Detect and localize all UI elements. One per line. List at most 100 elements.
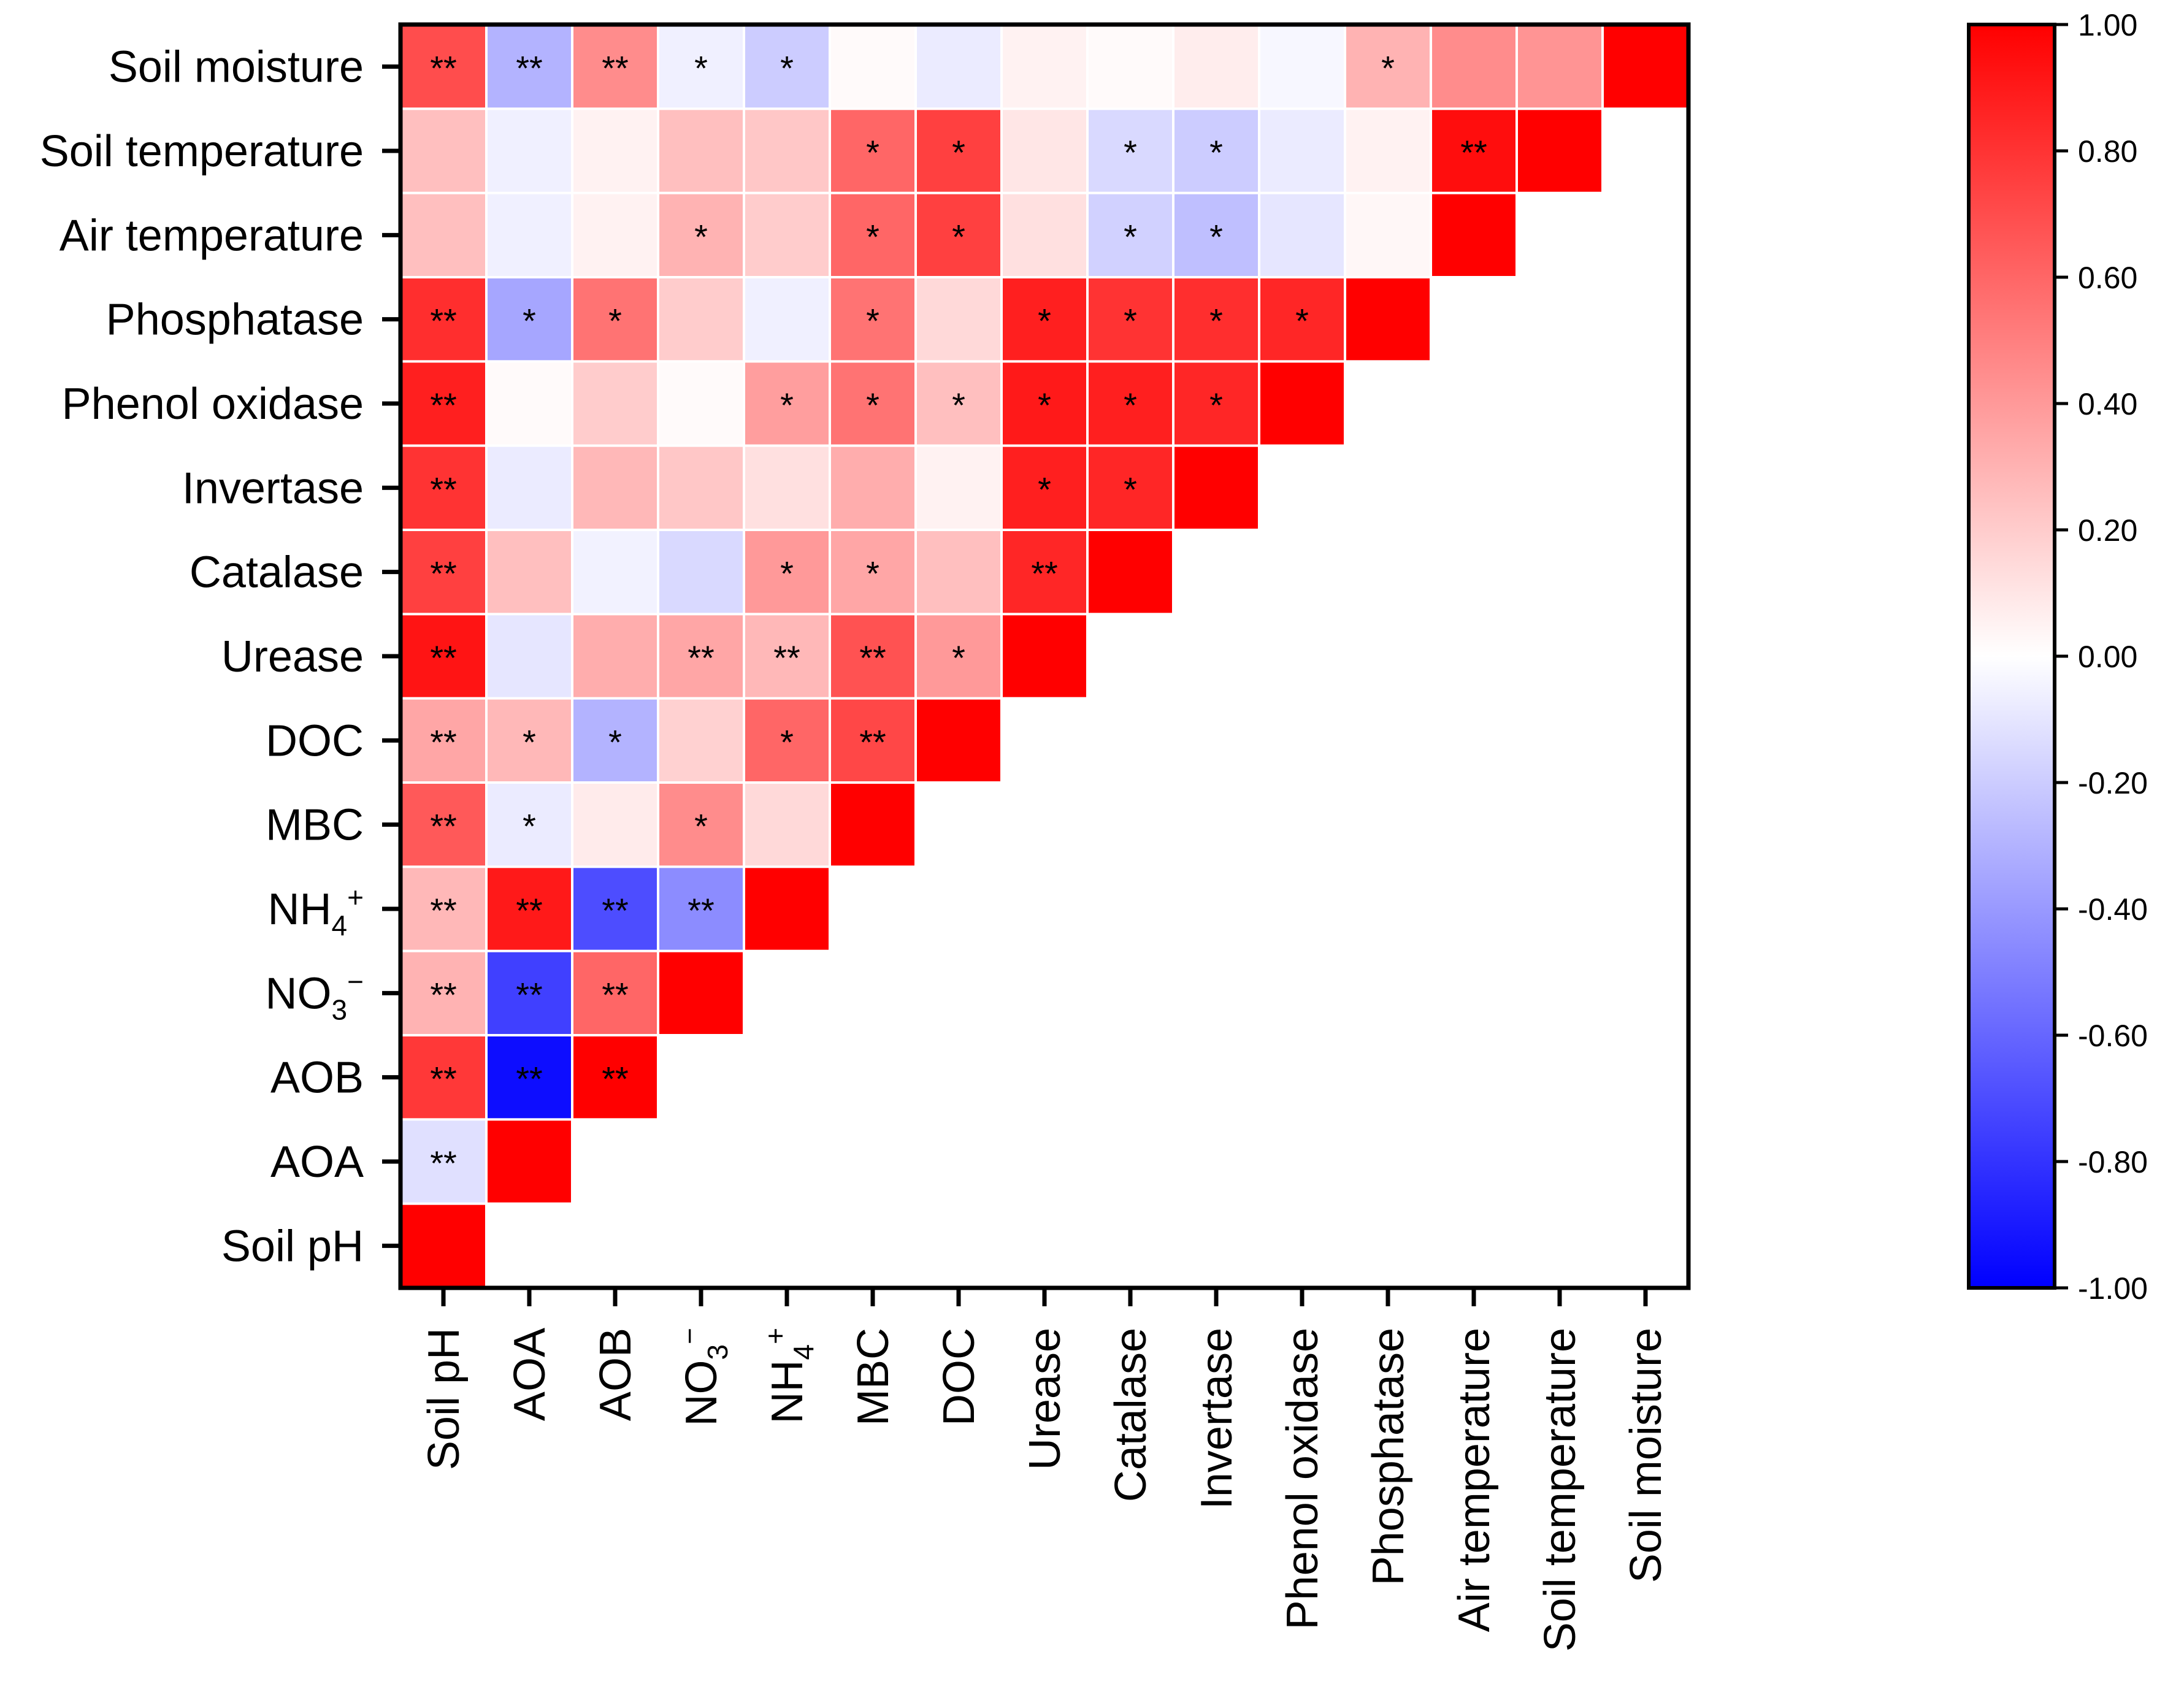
cell-14-6	[917, 26, 1000, 108]
cell-4-4	[745, 868, 829, 950]
cell-7-6	[917, 615, 1000, 697]
cell-5-2	[573, 784, 657, 866]
cell-3-0	[402, 952, 485, 1034]
colorbar-label-9: -0.80	[2078, 1145, 2148, 1179]
row-label-2: AOB	[270, 1054, 364, 1103]
cell-11-4	[745, 278, 829, 361]
col-label-3: NO3−	[673, 1328, 734, 1426]
cell-8-3	[659, 531, 743, 613]
cell-12-12	[1432, 194, 1515, 276]
cell-14-14	[1604, 26, 1687, 108]
cell-8-1	[488, 531, 571, 613]
sig-mark-7-4: **	[773, 638, 800, 677]
cell-13-10	[1260, 110, 1344, 192]
col-label-8: Catalase	[1106, 1328, 1155, 1502]
cell-13-0	[402, 110, 485, 192]
sig-mark-4-3: **	[688, 891, 715, 930]
col-label-12: Air temperature	[1450, 1328, 1499, 1632]
colorbar-label-6: -0.20	[2078, 766, 2148, 800]
sig-mark-11-7: *	[1038, 302, 1051, 340]
col-label-7: Urease	[1021, 1328, 1070, 1470]
cell-2-1	[488, 1036, 571, 1119]
cell-12-3	[659, 194, 743, 276]
cell-14-7	[1003, 26, 1086, 108]
cell-11-9	[1174, 278, 1258, 361]
sig-mark-10-9: *	[1209, 386, 1223, 424]
colorbar-label-4: 0.20	[2078, 513, 2137, 548]
cell-9-1	[488, 446, 571, 529]
cell-12-2	[573, 194, 657, 276]
sig-mark-10-5: *	[866, 386, 879, 424]
row-label-4: NH4+	[268, 881, 364, 941]
sig-mark-10-7: *	[1038, 386, 1051, 424]
cell-8-7	[1003, 531, 1086, 613]
cell-14-13	[1518, 26, 1601, 108]
cell-14-10	[1260, 26, 1344, 108]
sig-mark-13-12: **	[1460, 133, 1487, 172]
colorbar-label-1: 0.80	[2078, 134, 2137, 169]
cell-10-9	[1174, 362, 1258, 445]
row-label-10: Phenol oxidase	[62, 380, 364, 429]
colorbar: 1.00 0.80 0.60 0.40 0.20 0.00 -0.20 -0.40 -0.60 -…	[1967, 8, 2148, 1306]
cell-9-3	[659, 446, 743, 529]
cell-13-12	[1432, 110, 1515, 192]
cell-11-8	[1089, 278, 1172, 361]
sig-mark-7-3: **	[688, 638, 715, 677]
cell-7-3	[659, 615, 743, 697]
cell-6-5	[831, 699, 914, 781]
cell-7-1	[488, 615, 571, 697]
cell-7-0	[402, 615, 485, 697]
cell-11-11	[1346, 278, 1430, 361]
colorbar-label-8: -0.60	[2078, 1019, 2148, 1053]
sig-mark-11-9: *	[1209, 302, 1223, 340]
sig-mark-4-1: **	[516, 891, 543, 930]
sig-mark-14-2: **	[602, 49, 629, 88]
cell-1-1	[488, 1120, 571, 1203]
cell-12-1	[488, 194, 571, 276]
row-label-14: Soil moisture	[109, 43, 364, 92]
row-label-11: Phosphatase	[106, 296, 364, 345]
cell-9-2	[573, 446, 657, 529]
cell-11-10	[1260, 278, 1344, 361]
sig-mark-10-4: *	[780, 386, 794, 424]
col-label-11: Phosphatase	[1364, 1328, 1413, 1585]
sig-mark-14-1: **	[516, 49, 543, 88]
sig-mark-9-0: **	[430, 470, 457, 508]
cell-13-5	[831, 110, 914, 192]
sig-mark-6-5: **	[859, 722, 886, 761]
cell-9-9	[1174, 446, 1258, 529]
sig-mark-5-0: **	[430, 807, 457, 846]
cell-9-5	[831, 446, 914, 529]
sig-mark-10-0: **	[430, 386, 457, 424]
cell-13-6	[917, 110, 1000, 192]
cell-9-6	[917, 446, 1000, 529]
cell-9-7	[1003, 446, 1086, 529]
cell-13-2	[573, 110, 657, 192]
cell-6-0	[402, 699, 485, 781]
sig-mark-11-0: **	[430, 302, 457, 340]
colorbar-label-0: 1.00	[2078, 8, 2137, 42]
col-label-6: DOC	[935, 1328, 984, 1426]
cell-8-2	[573, 531, 657, 613]
colorbar-gradient	[1967, 23, 2056, 1290]
heatmap-cells: **** ** **** ** **** ** ** **** * *** * * * **** ** ** *…	[402, 26, 1687, 1287]
cell-6-2	[573, 699, 657, 781]
cell-5-3	[659, 784, 743, 866]
row-label-5: MBC	[266, 801, 364, 850]
cell-3-2	[573, 952, 657, 1034]
row-label-0: Soil pH	[221, 1222, 364, 1271]
cell-3-1	[488, 952, 571, 1034]
cell-11-5	[831, 278, 914, 361]
cell-12-9	[1174, 194, 1258, 276]
colorbar-label-3: 0.40	[2078, 387, 2137, 421]
cell-12-11	[1346, 194, 1430, 276]
sig-mark-8-5: *	[866, 554, 879, 593]
cell-10-6	[917, 362, 1000, 445]
sig-mark-8-0: **	[430, 554, 457, 593]
sig-mark-1-0: **	[430, 1144, 457, 1182]
col-label-14: Soil moisture	[1622, 1328, 1671, 1583]
cell-6-6	[917, 699, 1000, 781]
row-label-7: Urease	[221, 632, 364, 681]
